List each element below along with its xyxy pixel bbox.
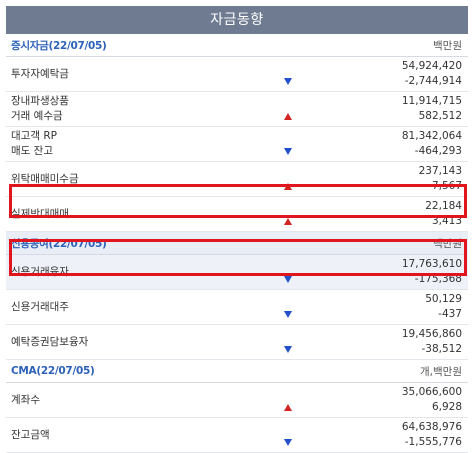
section-header-market-funds: 증시자금(22/07/05) 백만원 (6, 34, 468, 57)
row-value: 64,638,976 (401, 421, 462, 433)
row-value: 22,184 (425, 200, 462, 212)
row-label-line-2: 매도 잔고 (11, 145, 53, 157)
section-header-credit: 신용공여(22/07/05) 백만원 (6, 232, 468, 255)
row-change: -2,744,914 (404, 75, 462, 87)
row-value: 35,066,600 (401, 386, 462, 398)
row-label: 위탁매매미수금 (11, 172, 79, 185)
table-row: 신용거래대주 50,129 -437 (6, 290, 468, 325)
down-arrow-icon (284, 439, 292, 446)
up-arrow-icon (284, 218, 292, 225)
section-unit: 백만원 (433, 39, 462, 52)
row-label: 신용거래융자 (11, 265, 69, 278)
down-arrow-icon (284, 346, 292, 353)
row-value: 19,456,860 (401, 328, 462, 340)
up-arrow-icon (284, 404, 292, 411)
row-value: 17,763,610 (401, 258, 462, 270)
section-unit: 개,백만원 (420, 365, 462, 378)
row-value: 54,924,420 (401, 60, 462, 72)
up-arrow-icon (284, 113, 292, 120)
fund-flow-panel: 자금동향 증시자금(22/07/05) 백만원 투자자예탁금 54,924,42… (6, 6, 468, 453)
row-change: 3,413 (431, 215, 462, 227)
row-change: -38,512 (421, 343, 462, 355)
down-arrow-icon (284, 276, 292, 283)
row-label: 신용거래대주 (11, 300, 69, 313)
up-arrow-icon (284, 183, 292, 190)
table-row-forced-liquidation: 실제반대매매 22,184 3,413 (6, 197, 468, 232)
row-label: 투자자예탁금 (11, 67, 69, 80)
row-value: 11,914,715 (401, 95, 462, 107)
row-label: 계좌수 (11, 393, 40, 406)
down-arrow-icon (284, 78, 292, 85)
row-change: 582,512 (418, 110, 462, 122)
down-arrow-icon (284, 148, 292, 155)
table-row-credit-loan: 신용거래융자 17,763,610 -175,368 (6, 255, 468, 290)
row-change: -437 (438, 308, 462, 320)
table-row: 잔고금액 64,638,976 -1,555,776 (6, 418, 468, 453)
row-label: 실제반대매매 (11, 207, 69, 220)
section-unit: 백만원 (433, 237, 462, 250)
row-value: 237,143 (418, 165, 462, 177)
row-change: -175,368 (414, 273, 462, 285)
table-row: 대고객 RP 매도 잔고 81,342,064 -464,293 (6, 127, 468, 162)
row-value: 81,342,064 (401, 130, 462, 142)
row-label: 예탁증권담보융자 (11, 335, 89, 348)
row-label-line-1: 대고객 RP (11, 130, 57, 142)
table-row: 위탁매매미수금 237,143 7,567 (6, 162, 468, 197)
section-title: 신용공여(22/07/05) (11, 237, 107, 250)
row-change: 7,567 (431, 180, 462, 192)
row-change: -464,293 (414, 145, 462, 157)
row-value: 50,129 (425, 293, 462, 305)
table-row: 투자자예탁금 54,924,420 -2,744,914 (6, 57, 468, 92)
panel-title: 자금동향 (6, 6, 468, 34)
row-label-line-2: 거래 예수금 (11, 110, 63, 122)
row-label: 대고객 RP 매도 잔고 (6, 129, 196, 159)
row-label: 잔고금액 (11, 428, 50, 441)
section-title: 증시자금(22/07/05) (11, 39, 107, 52)
section-header-cma: CMA(22/07/05) 개,백만원 (6, 360, 468, 383)
table-row: 계좌수 35,066,600 6,928 (6, 383, 468, 418)
row-change: -1,555,776 (404, 436, 462, 448)
row-label-line-1: 장내파생상품 (11, 95, 69, 107)
table-row: 예탁증권담보융자 19,456,860 -38,512 (6, 325, 468, 360)
down-arrow-icon (284, 311, 292, 318)
section-title: CMA(22/07/05) (11, 365, 95, 377)
row-change: 6,928 (431, 401, 462, 413)
